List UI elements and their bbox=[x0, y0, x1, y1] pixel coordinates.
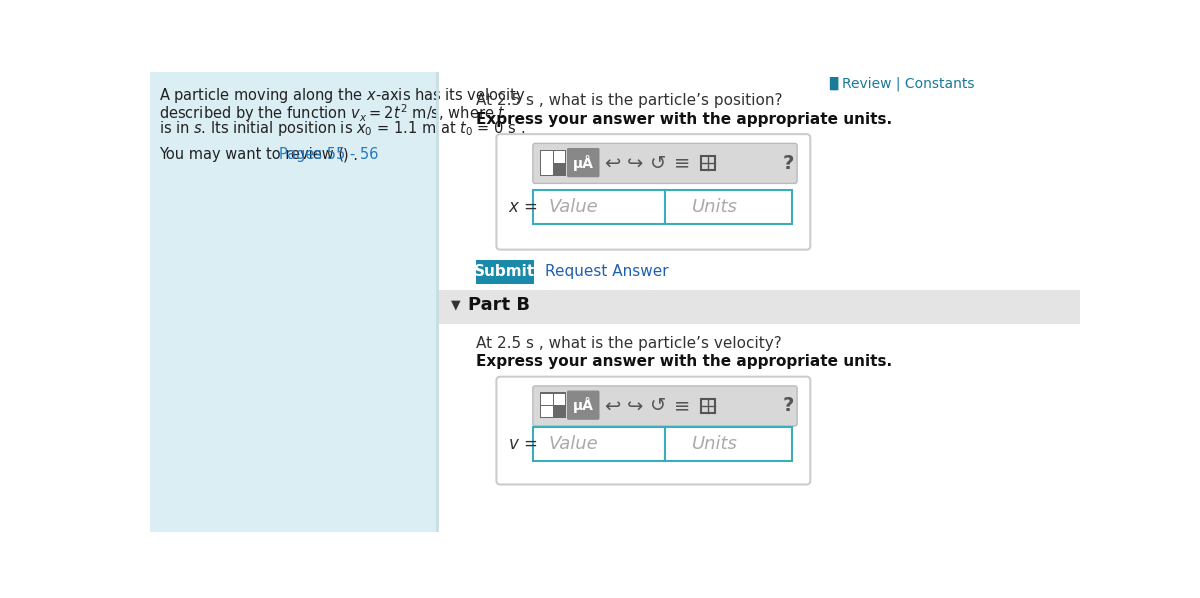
Text: Value: Value bbox=[548, 435, 598, 453]
Text: At 2.5 s , what is the particle’s position?: At 2.5 s , what is the particle’s positi… bbox=[475, 93, 782, 108]
Bar bbox=[541, 406, 553, 417]
Text: Pages 55 - 56: Pages 55 - 56 bbox=[280, 147, 379, 162]
FancyBboxPatch shape bbox=[497, 377, 810, 484]
Text: ↪: ↪ bbox=[626, 396, 643, 416]
Text: ▼: ▼ bbox=[451, 298, 461, 311]
Bar bbox=[665, 427, 792, 460]
Text: Units: Units bbox=[691, 435, 738, 453]
Bar bbox=[540, 392, 566, 418]
Text: You may want to review (: You may want to review ( bbox=[160, 147, 344, 162]
Bar bbox=[541, 393, 553, 405]
Text: $x$ =: $x$ = bbox=[508, 199, 538, 216]
Bar bbox=[533, 190, 665, 224]
Bar bbox=[533, 427, 665, 460]
Text: ) .: ) . bbox=[343, 147, 358, 162]
Bar bbox=[541, 151, 553, 163]
Text: Review | Constants: Review | Constants bbox=[842, 77, 974, 91]
Text: Part B: Part B bbox=[468, 296, 529, 314]
FancyBboxPatch shape bbox=[497, 134, 810, 249]
Bar bbox=[437, 324, 1080, 532]
Text: ↩: ↩ bbox=[604, 396, 620, 416]
Text: μÅ: μÅ bbox=[572, 397, 594, 413]
Text: ↩: ↩ bbox=[604, 154, 620, 173]
Text: ?: ? bbox=[782, 396, 794, 416]
Text: ≡: ≡ bbox=[673, 396, 690, 416]
FancyBboxPatch shape bbox=[533, 386, 797, 426]
Text: Units: Units bbox=[691, 199, 738, 216]
Text: ?: ? bbox=[782, 154, 794, 173]
Text: ↪: ↪ bbox=[626, 154, 643, 173]
Bar bbox=[150, 72, 437, 532]
FancyBboxPatch shape bbox=[475, 260, 534, 284]
Text: ▐▌: ▐▌ bbox=[824, 77, 844, 90]
Text: Express your answer with the appropriate units.: Express your answer with the appropriate… bbox=[475, 355, 892, 370]
Text: Express your answer with the appropriate units.: Express your answer with the appropriate… bbox=[475, 112, 892, 127]
Text: ≡: ≡ bbox=[673, 154, 690, 173]
Text: Submit: Submit bbox=[474, 264, 535, 279]
Bar bbox=[701, 399, 715, 413]
Text: described by the function $v_x = 2t^2$ m/s, where $t$: described by the function $v_x = 2t^2$ m… bbox=[160, 103, 506, 124]
Text: Request Answer: Request Answer bbox=[545, 264, 668, 279]
Bar bbox=[540, 150, 566, 176]
Text: ↺: ↺ bbox=[650, 154, 666, 173]
Text: $v$ =: $v$ = bbox=[508, 435, 538, 453]
Bar bbox=[437, 289, 1080, 532]
Bar bbox=[541, 163, 553, 175]
Text: ↺: ↺ bbox=[650, 396, 666, 416]
Text: is in $s$. Its initial position is $x_0$ = 1.1 m at $t_0$ = 0 s .: is in $s$. Its initial position is $x_0$… bbox=[160, 120, 526, 139]
Bar bbox=[665, 190, 792, 224]
Bar bbox=[437, 72, 1080, 289]
Bar bbox=[437, 289, 1080, 324]
Bar bbox=[553, 393, 565, 405]
FancyBboxPatch shape bbox=[533, 144, 797, 184]
Bar bbox=[553, 151, 565, 163]
Text: A particle moving along the $x$-axis has its velocity: A particle moving along the $x$-axis has… bbox=[160, 86, 526, 105]
Text: μÅ: μÅ bbox=[572, 155, 594, 170]
Text: At 2.5 s , what is the particle’s velocity?: At 2.5 s , what is the particle’s veloci… bbox=[475, 336, 781, 351]
FancyBboxPatch shape bbox=[566, 390, 600, 420]
FancyBboxPatch shape bbox=[566, 148, 600, 177]
Text: Value: Value bbox=[548, 199, 598, 216]
Bar bbox=[701, 157, 715, 170]
